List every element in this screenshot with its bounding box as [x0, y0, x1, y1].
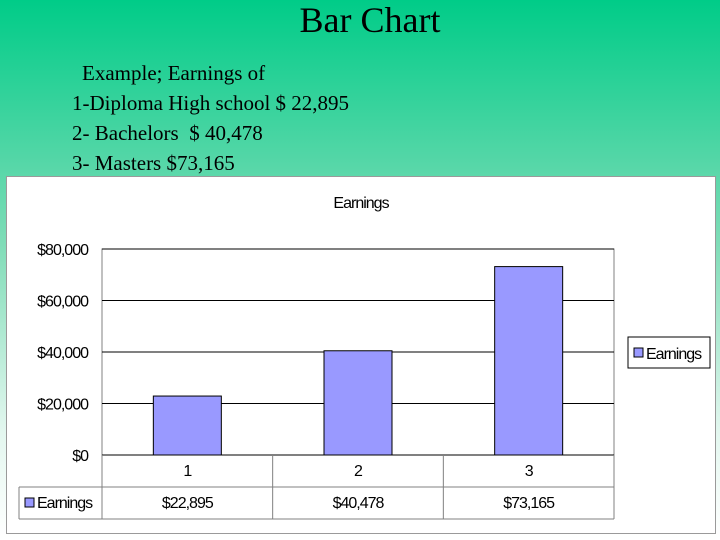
legend-label: Earnings — [646, 346, 702, 363]
data-table-value: $73,165 — [503, 495, 555, 512]
data-table-value: $40,478 — [333, 495, 385, 512]
legend-swatch — [633, 347, 644, 358]
y-tick-label: $80,000 — [37, 242, 89, 259]
y-tick-label: $60,000 — [37, 294, 89, 311]
y-tick-label: $40,000 — [37, 345, 89, 362]
bar — [323, 350, 393, 456]
x-tick-label: 1 — [183, 463, 192, 480]
bar — [152, 395, 222, 456]
earnings-chart: Earnings $0$20,000$40,000$60,000$80,000 … — [18, 195, 711, 520]
example-line: 1-Diploma High school $ 22,895 — [72, 91, 350, 115]
data-table-series-name: Earnings — [37, 495, 93, 512]
example-text: Example; Earnings of 1-Diploma High scho… — [72, 58, 349, 178]
example-line: Example; Earnings of — [82, 61, 266, 85]
example-line: 2- Bachelors $ 40,478 — [72, 121, 263, 145]
x-tick-label: 2 — [354, 463, 363, 480]
data-table-value: $22,895 — [162, 495, 214, 512]
data-table-legend-key — [24, 497, 35, 508]
chart-panel: Earnings $0 $20,000 $40,000 $60,000 $80,000 … — [6, 176, 716, 534]
y-tick-label: $0 — [72, 448, 89, 465]
x-tick-label: 3 — [525, 463, 534, 480]
y-tick-label: $20,000 — [37, 397, 89, 414]
bar — [494, 266, 564, 456]
slide-title: Bar Chart — [299, 0, 441, 40]
chart-title: Earnings — [333, 195, 389, 212]
example-line: 3- Masters $73,165 — [72, 151, 235, 175]
